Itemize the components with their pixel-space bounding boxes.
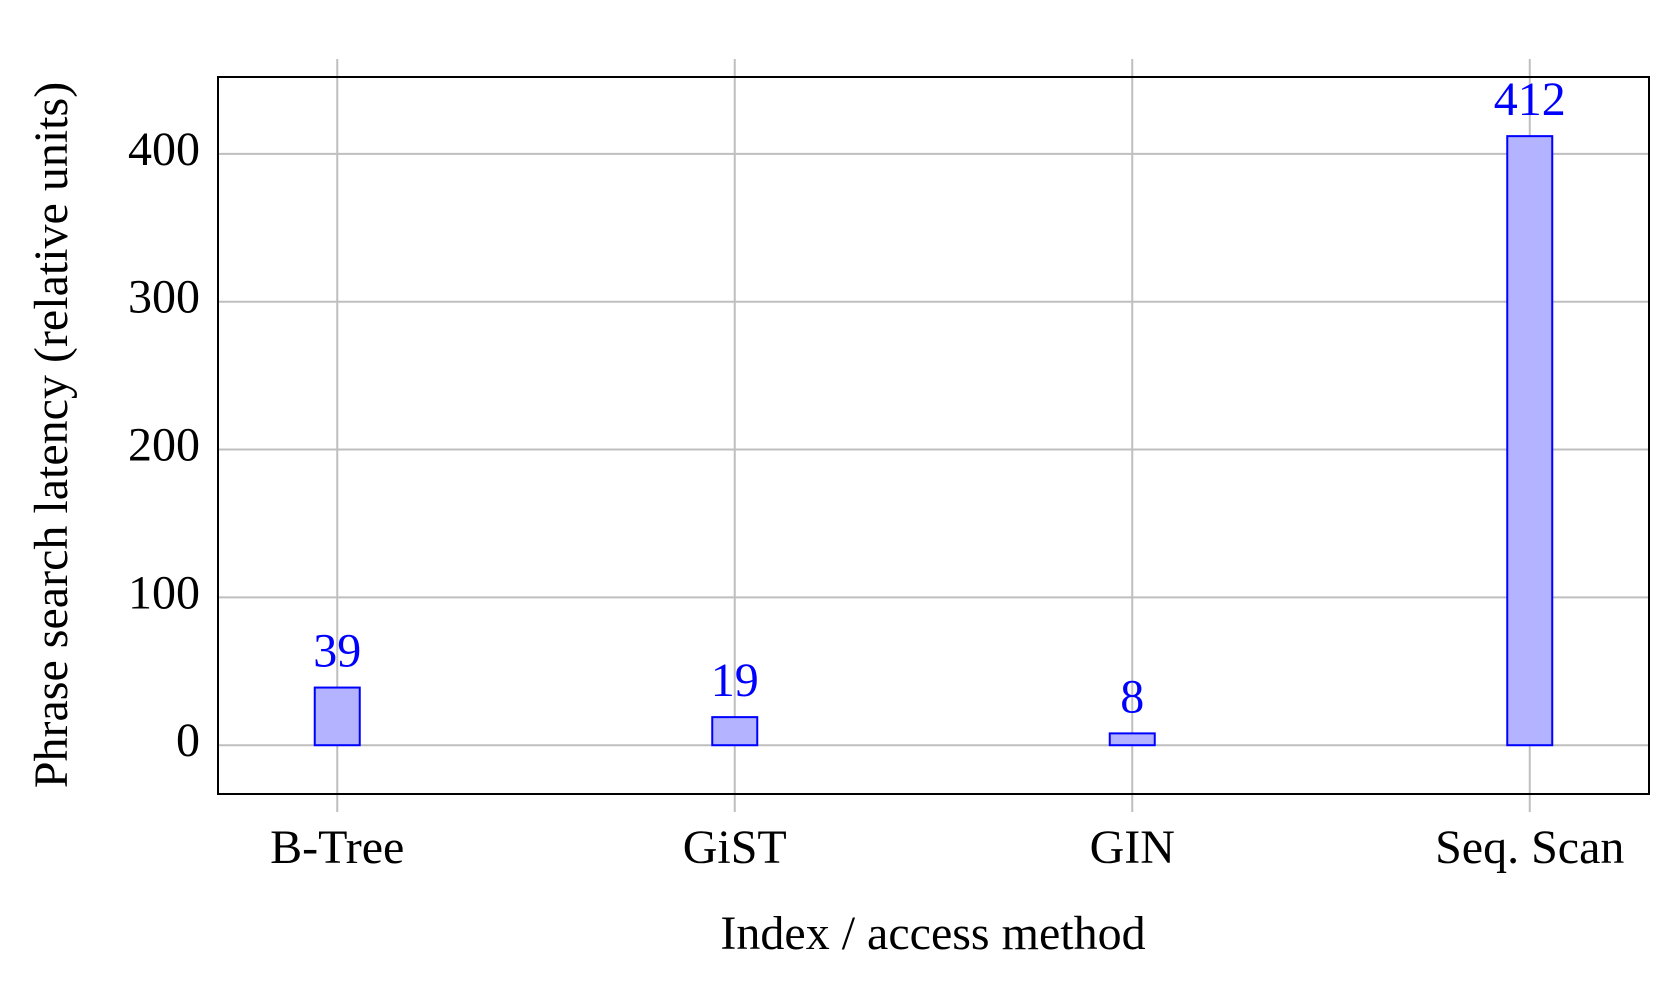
x-tick-label: GiST (683, 821, 787, 874)
y-tick-label: 100 (128, 566, 200, 619)
y-tick-label: 0 (176, 714, 200, 767)
value-label: 8 (1120, 670, 1144, 723)
x-axis-label: Index / access method (720, 907, 1145, 960)
x-tick-label: B-Tree (270, 821, 404, 874)
x-tick-label: GIN (1090, 821, 1175, 874)
bar (711, 716, 759, 747)
y-tick-label: 300 (128, 271, 200, 324)
value-label: 412 (1494, 73, 1566, 126)
bar (313, 686, 361, 747)
value-label: 19 (711, 654, 759, 707)
y-tick-label: 200 (128, 419, 200, 472)
y-tick-label: 400 (128, 123, 200, 176)
plot-frame (217, 76, 1650, 795)
bar (1108, 732, 1156, 747)
x-tick-label: Seq. Scan (1435, 821, 1624, 874)
value-label: 39 (313, 625, 361, 678)
y-axis-label: Phrase search latency (relative units) (25, 82, 78, 788)
bar (1506, 135, 1554, 747)
